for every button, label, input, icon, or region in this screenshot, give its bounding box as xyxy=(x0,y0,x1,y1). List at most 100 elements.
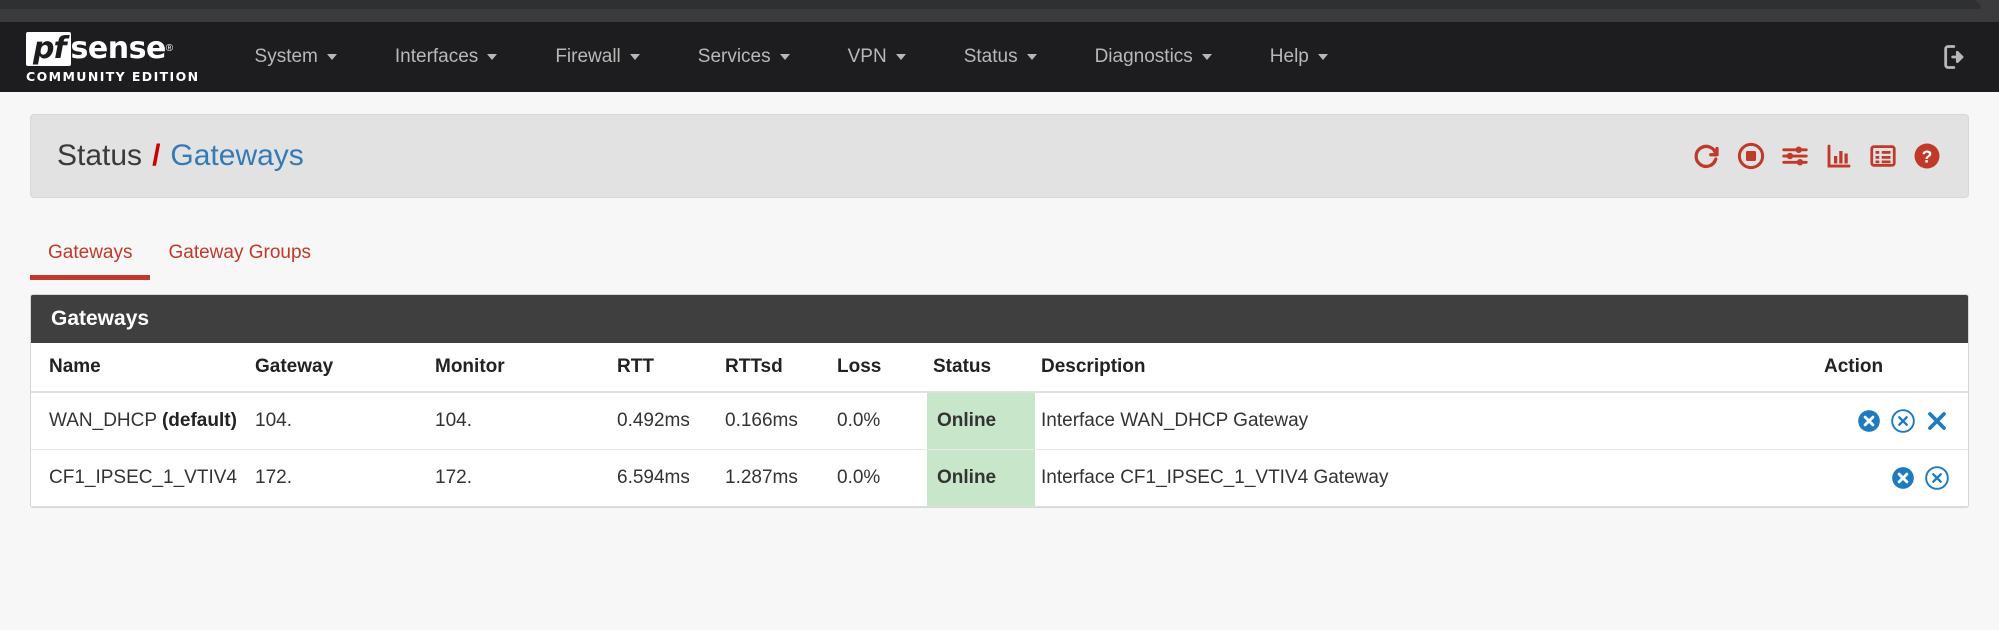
sliders-icon[interactable] xyxy=(1780,141,1810,171)
gateway-name: CF1_IPSEC_1_VTIV4 xyxy=(49,467,237,488)
column-header-gateway: Gateway xyxy=(249,343,429,393)
chevron-down-icon xyxy=(895,54,906,60)
status-badge: Online xyxy=(927,449,1035,507)
column-header-action: Action xyxy=(1818,343,1968,393)
redaction-box xyxy=(471,406,594,436)
tab-gateway-groups[interactable]: Gateway Groups xyxy=(150,242,329,280)
nav-item-services[interactable]: Services xyxy=(669,22,819,92)
nav-item-help[interactable]: Help xyxy=(1241,22,1357,92)
nav-item-firewall[interactable]: Firewall xyxy=(526,22,668,92)
cell-gateway: 104. xyxy=(249,392,429,450)
disable-circle-outline-icon[interactable] xyxy=(1924,465,1950,491)
cell-gateway: 172. xyxy=(249,449,429,507)
table-head: Name Gateway Monitor RTT RTTsd Loss Stat… xyxy=(31,343,1968,393)
column-header-description: Description xyxy=(1035,343,1818,393)
cell-name: CF1_IPSEC_1_VTIV4 xyxy=(31,449,249,507)
column-header-loss: Loss xyxy=(831,343,927,393)
tab-gateways[interactable]: Gateways xyxy=(30,242,151,280)
cell-action xyxy=(1818,449,1968,507)
redaction-box xyxy=(291,463,420,493)
registered-mark: ® xyxy=(165,43,174,54)
delete-circle-filled-icon[interactable] xyxy=(1856,408,1882,434)
cell-rtt: 0.492ms xyxy=(611,392,719,450)
tab-bar: Gateways Gateway Groups xyxy=(30,228,1969,280)
nav-item-interfaces[interactable]: Interfaces xyxy=(366,22,526,92)
tab-gateway-groups-label: Gateway Groups xyxy=(168,242,312,263)
breadcrumb-current[interactable]: Gateways xyxy=(170,139,304,172)
monitor-address: 172. xyxy=(435,467,472,488)
brand-sense-text: sense xyxy=(70,30,167,66)
breadcrumb: Status / Gateways xyxy=(57,139,304,173)
gateway-address: 104. xyxy=(255,410,292,431)
gateway-name: WAN_DHCP xyxy=(49,410,157,431)
column-header-name: Name xyxy=(31,343,249,393)
chevron-down-icon xyxy=(629,54,640,60)
brand-logo-row: pf sense ® xyxy=(26,31,173,67)
column-header-rttsd: RTTsd xyxy=(719,343,831,393)
chevron-down-icon xyxy=(487,54,498,60)
nav-item-interfaces-label: Interfaces xyxy=(394,46,479,67)
nav-item-status-label: Status xyxy=(963,46,1018,67)
disable-circle-outline-icon[interactable] xyxy=(1890,408,1916,434)
nav-item-system[interactable]: System xyxy=(226,22,366,92)
cell-name: WAN_DHCP (default) xyxy=(31,392,249,450)
help-icon[interactable]: ? xyxy=(1912,141,1942,171)
main-navbar: pf sense ® COMMUNITY EDITION System Inte… xyxy=(0,22,1999,92)
cell-loss: 0.0% xyxy=(831,449,927,507)
cell-rtt: 6.594ms xyxy=(611,449,719,507)
monitor-address: 104. xyxy=(435,410,472,431)
pfsense-logo[interactable]: pf sense ® COMMUNITY EDITION xyxy=(0,22,226,92)
table-row[interactable]: CF1_IPSEC_1_VTIV4 172. 172. 6.594ms xyxy=(31,449,1968,507)
gateways-table: Name Gateway Monitor RTT RTTsd Loss Stat… xyxy=(31,343,1968,507)
navbar-menu: System Interfaces Firewall Services VPN … xyxy=(226,22,1357,92)
nav-item-diagnostics-label: Diagnostics xyxy=(1094,46,1193,67)
bar-chart-icon[interactable] xyxy=(1824,141,1854,171)
header-icon-toolbar: ? xyxy=(1692,141,1942,171)
nav-item-help-label: Help xyxy=(1269,46,1309,67)
nav-item-services-label: Services xyxy=(697,46,771,67)
brand-pf-mark: pf xyxy=(26,31,71,66)
tab-gateways-label: Gateways xyxy=(48,242,133,263)
list-icon[interactable] xyxy=(1868,141,1898,171)
nav-item-status[interactable]: Status xyxy=(935,22,1066,92)
nav-item-vpn[interactable]: VPN xyxy=(819,22,935,92)
redaction-box xyxy=(291,406,420,436)
column-header-status: Status xyxy=(927,343,1035,393)
nav-item-system-label: System xyxy=(254,46,318,67)
status-badge: Online xyxy=(927,392,1035,450)
cell-rttsd: 1.287ms xyxy=(719,449,831,507)
chevron-down-icon xyxy=(1317,54,1328,60)
cell-rttsd: 0.166ms xyxy=(719,392,831,450)
nav-item-firewall-label: Firewall xyxy=(555,46,621,67)
table-body: WAN_DHCP (default) 104. 104. 0.492ms xyxy=(31,392,1968,507)
panel-title: Gateways xyxy=(31,295,1968,343)
chevron-down-icon xyxy=(326,54,337,60)
cell-monitor: 172. xyxy=(429,449,611,507)
refresh-icon[interactable] xyxy=(1692,141,1722,171)
breadcrumb-parent[interactable]: Status xyxy=(57,139,143,172)
stop-icon[interactable] xyxy=(1736,141,1766,171)
default-gateway-tag: (default) xyxy=(161,410,237,431)
cell-description: Interface WAN_DHCP Gateway xyxy=(1035,392,1818,450)
chevron-down-icon xyxy=(779,54,790,60)
gateway-address: 172. xyxy=(255,467,292,488)
cell-loss: 0.0% xyxy=(831,392,927,450)
nav-item-vpn-label: VPN xyxy=(847,46,887,67)
cell-monitor: 104. xyxy=(429,392,611,450)
column-header-rtt: RTT xyxy=(611,343,719,393)
nav-item-diagnostics[interactable]: Diagnostics xyxy=(1066,22,1241,92)
close-x-icon[interactable] xyxy=(1924,408,1950,434)
table-row[interactable]: WAN_DHCP (default) 104. 104. 0.492ms xyxy=(31,392,1968,450)
brand-subtitle: COMMUNITY EDITION xyxy=(26,68,200,84)
row-actions xyxy=(1824,465,1950,491)
browser-chrome-strip xyxy=(0,0,1999,22)
gateways-panel: Gateways Name Gateway Monitor RTT RTTsd … xyxy=(30,294,1969,508)
svg-text:?: ? xyxy=(1922,146,1933,166)
table-header-row: Name Gateway Monitor RTT RTTsd Loss Stat… xyxy=(31,343,1968,393)
column-header-monitor: Monitor xyxy=(429,343,611,393)
sign-out-icon[interactable] xyxy=(1935,37,1975,77)
chevron-down-icon xyxy=(1026,54,1037,60)
delete-circle-filled-icon[interactable] xyxy=(1890,465,1916,491)
breadcrumb-separator: / xyxy=(152,139,161,172)
chevron-down-icon xyxy=(1201,54,1212,60)
